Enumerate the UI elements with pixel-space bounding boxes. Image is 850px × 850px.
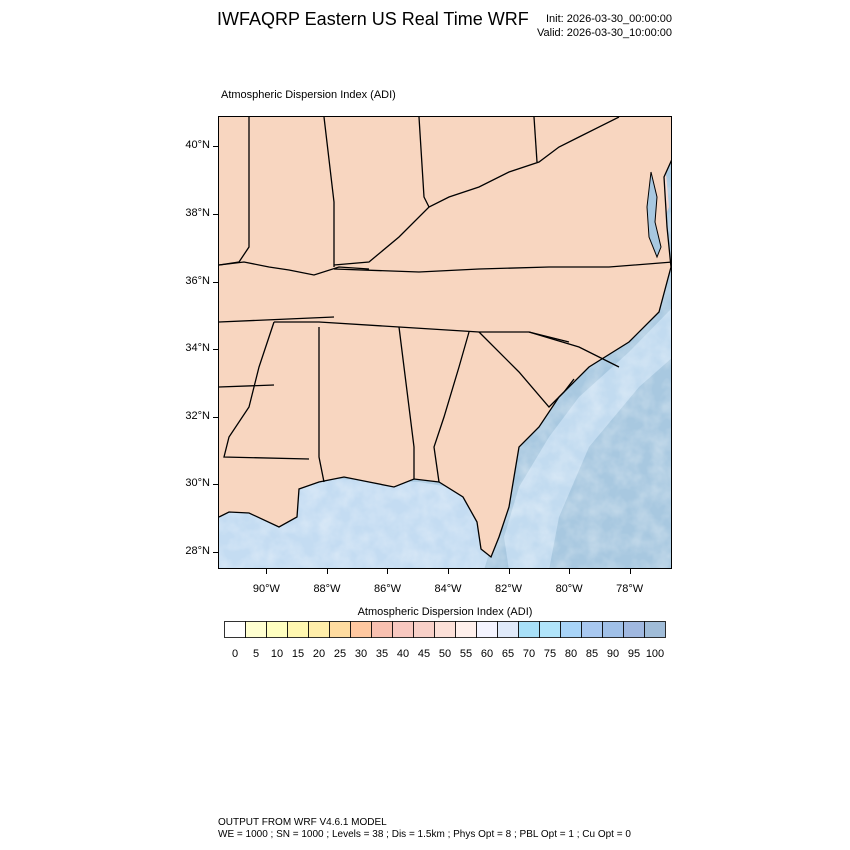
- colorbar-box: [308, 621, 330, 638]
- lon-tick: [508, 569, 510, 574]
- colorbar-label: 70: [522, 648, 536, 660]
- colorbar-label: 45: [417, 648, 431, 660]
- chesapeake-bay: [646, 171, 662, 259]
- colorbar-label: 30: [354, 648, 368, 660]
- colorbar-box: [413, 621, 435, 638]
- colorbar-box: [644, 621, 666, 638]
- colorbar-label: 80: [564, 648, 578, 660]
- colorbar-label: 20: [312, 648, 326, 660]
- lon-tick-label: 84°W: [434, 583, 462, 595]
- lat-tick: [213, 214, 218, 216]
- lat-tick-label: 36°N: [185, 274, 210, 287]
- lat-tick: [213, 416, 218, 418]
- colorbar-label: 90: [606, 648, 620, 660]
- footer-line2: WE = 1000 ; SN = 1000 ; Levels = 38 ; Di…: [218, 829, 631, 840]
- map-svg: [219, 117, 671, 568]
- colorbar-label: 50: [438, 648, 452, 660]
- lon-tick-label: 80°W: [555, 583, 583, 595]
- legend-title: Atmospheric Dispersion Index (ADI): [357, 606, 533, 618]
- colorbar-box: [329, 621, 351, 638]
- lon-tick-label: 88°W: [313, 583, 341, 595]
- colorbar-box: [392, 621, 414, 638]
- lat-tick-label: 40°N: [185, 139, 210, 152]
- colorbar-box: [371, 621, 393, 638]
- lon-tick-label: 86°W: [373, 583, 401, 595]
- lon-tick-label: 78°W: [616, 583, 644, 595]
- colorbar-box: [455, 621, 477, 638]
- footer: OUTPUT FROM WRF V4.6.1 MODEL WE = 1000 ;…: [218, 817, 631, 841]
- colorbar-box: [266, 621, 288, 638]
- colorbar-label: 55: [459, 648, 473, 660]
- colorbar-box: [434, 621, 456, 638]
- lat-tick-label: 32°N: [185, 409, 210, 422]
- lat-tick: [213, 281, 218, 283]
- run-times: Init: 2026-03-30_00:00:00 Valid: 2026-03…: [520, 12, 672, 40]
- lon-tick: [326, 569, 328, 574]
- colorbar-label: 10: [270, 648, 284, 660]
- init-time: Init: 2026-03-30_00:00:00: [546, 13, 672, 25]
- colorbar-label: 95: [627, 648, 641, 660]
- colorbar-box: [224, 621, 246, 638]
- lon-tick: [569, 569, 571, 574]
- colorbar-label: 65: [501, 648, 515, 660]
- lon-tick: [448, 569, 450, 574]
- chart-title: IWFAQRP Eastern US Real Time WRF: [217, 9, 529, 29]
- colorbar-box: [602, 621, 624, 638]
- colorbar-box: [350, 621, 372, 638]
- colorbar-box: [476, 621, 498, 638]
- colorbar-box: [623, 621, 645, 638]
- lon-tick-label: 82°W: [495, 583, 523, 595]
- lat-tick: [213, 349, 218, 351]
- colorbar-box: [518, 621, 540, 638]
- valid-time: Valid: 2026-03-30_10:00:00: [537, 27, 672, 39]
- map-subtitle: Atmospheric Dispersion Index (ADI): [221, 89, 396, 101]
- colorbar-label: 35: [375, 648, 389, 660]
- lat-tick-label: 28°N: [185, 545, 210, 558]
- lat-tick-label: 34°N: [185, 342, 210, 355]
- colorbar-box: [287, 621, 309, 638]
- lat-tick-label: 38°N: [185, 207, 210, 220]
- colorbar-label: 15: [291, 648, 305, 660]
- colorbar: [224, 621, 666, 638]
- lat-tick: [213, 484, 218, 486]
- lon-tick: [629, 569, 631, 574]
- colorbar-box: [539, 621, 561, 638]
- state-borders: [219, 117, 671, 559]
- colorbar-label: 40: [396, 648, 410, 660]
- colorbar-label: 100: [645, 648, 665, 660]
- lon-tick: [266, 569, 268, 574]
- map-panel: [218, 116, 672, 569]
- colorbar-label: 5: [252, 648, 260, 660]
- colorbar-label: 0: [231, 648, 239, 660]
- lat-tick-label: 30°N: [185, 477, 210, 490]
- colorbar-box: [245, 621, 267, 638]
- lon-tick-label: 90°W: [252, 583, 280, 595]
- lon-tick: [387, 569, 389, 574]
- lat-tick: [213, 552, 218, 554]
- colorbar-box: [560, 621, 582, 638]
- colorbar-label: 25: [333, 648, 347, 660]
- lat-tick: [213, 146, 218, 148]
- colorbar-label: 60: [480, 648, 494, 660]
- colorbar-label: 75: [543, 648, 557, 660]
- colorbar-box: [581, 621, 603, 638]
- colorbar-box: [497, 621, 519, 638]
- colorbar-label: 85: [585, 648, 599, 660]
- footer-line1: OUTPUT FROM WRF V4.6.1 MODEL: [218, 817, 387, 828]
